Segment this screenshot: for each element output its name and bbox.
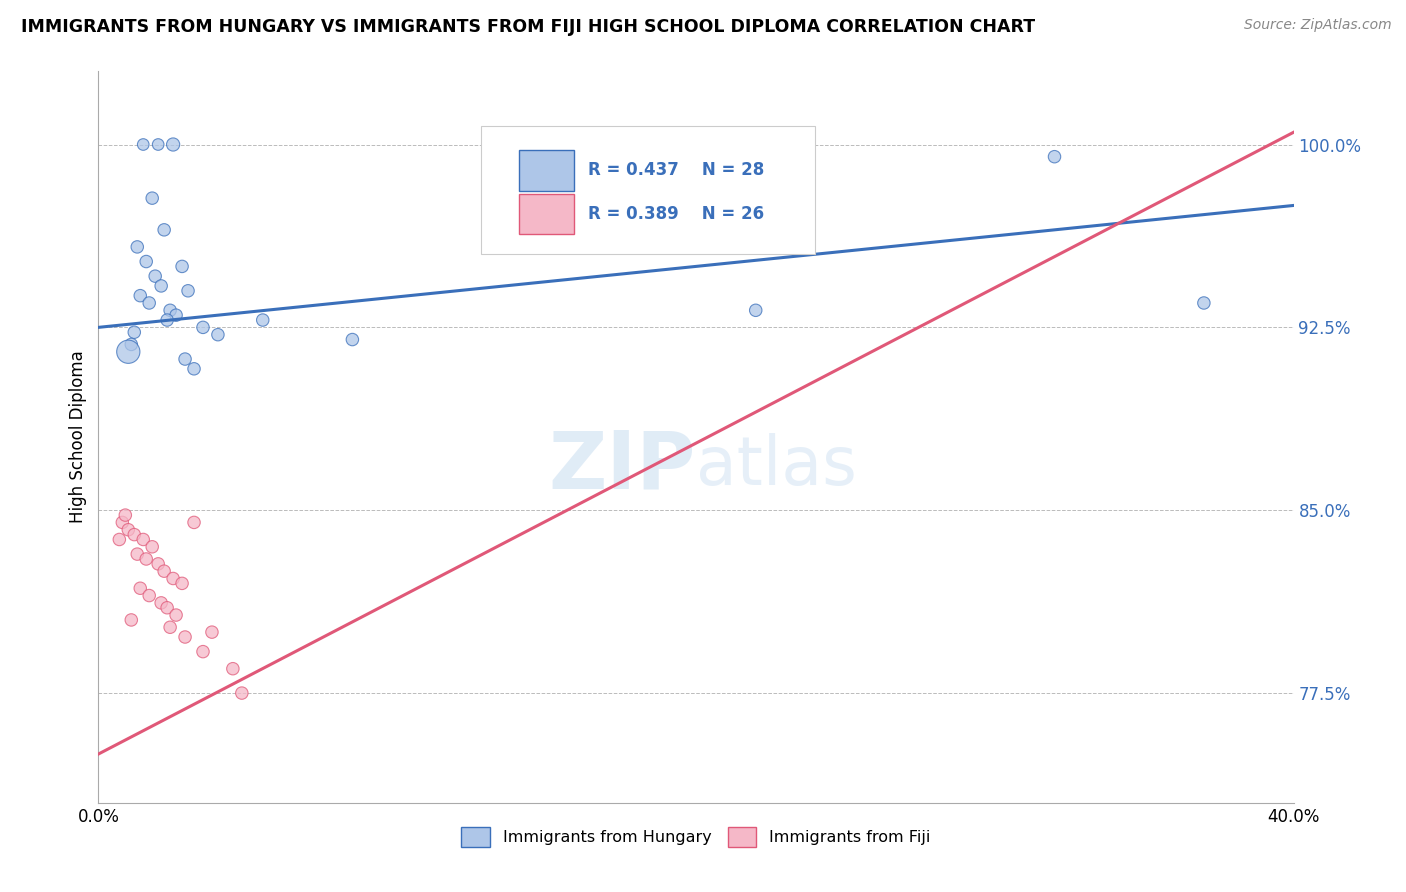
Point: [201, 625, 224, 640]
Point: [135, 254, 157, 268]
Point: [150, 279, 173, 293]
Point: [120, 613, 142, 627]
Point: [174, 352, 197, 367]
Point: [174, 630, 197, 644]
Point: [231, 686, 253, 700]
Point: [172, 260, 194, 274]
Point: [159, 303, 181, 318]
Point: [127, 547, 149, 561]
Point: [117, 344, 139, 359]
Text: IMMIGRANTS FROM HUNGARY VS IMMIGRANTS FROM FIJI HIGH SCHOOL DIPLOMA CORRELATION : IMMIGRANTS FROM HUNGARY VS IMMIGRANTS FR…: [21, 18, 1035, 36]
Point: [150, 596, 173, 610]
Text: ZIP: ZIP: [548, 427, 696, 506]
Legend: Immigrants from Hungary, Immigrants from Fiji: Immigrants from Hungary, Immigrants from…: [456, 821, 936, 854]
Point: [138, 589, 160, 603]
Point: [745, 303, 768, 318]
Point: [191, 645, 214, 659]
Point: [127, 240, 149, 254]
Point: [138, 296, 160, 310]
Point: [124, 325, 146, 339]
Point: [165, 308, 187, 322]
Point: [207, 327, 229, 342]
Point: [172, 576, 194, 591]
Point: [143, 269, 166, 284]
Point: [191, 320, 214, 334]
Point: [148, 137, 170, 152]
Text: Source: ZipAtlas.com: Source: ZipAtlas.com: [1244, 18, 1392, 32]
Point: [129, 581, 152, 595]
Point: [153, 564, 176, 578]
Point: [153, 223, 176, 237]
FancyBboxPatch shape: [519, 194, 574, 235]
Point: [132, 533, 155, 547]
Point: [135, 552, 157, 566]
Point: [183, 516, 205, 530]
Point: [141, 191, 163, 205]
Point: [124, 527, 146, 541]
Point: [183, 361, 205, 376]
Point: [162, 572, 184, 586]
Point: [117, 523, 139, 537]
Point: [114, 508, 136, 522]
Point: [148, 557, 170, 571]
Point: [129, 288, 152, 302]
Y-axis label: High School Diploma: High School Diploma: [69, 351, 87, 524]
Point: [177, 284, 200, 298]
Point: [159, 620, 181, 634]
Point: [156, 600, 179, 615]
Text: R = 0.437    N = 28: R = 0.437 N = 28: [589, 161, 765, 179]
Point: [1192, 296, 1215, 310]
Text: atlas: atlas: [696, 434, 856, 500]
Point: [108, 533, 131, 547]
Text: R = 0.389    N = 26: R = 0.389 N = 26: [589, 205, 765, 223]
FancyBboxPatch shape: [519, 150, 574, 191]
Point: [120, 337, 142, 351]
Point: [165, 608, 187, 623]
Point: [252, 313, 274, 327]
Point: [132, 137, 155, 152]
FancyBboxPatch shape: [481, 126, 815, 254]
Point: [111, 516, 134, 530]
Point: [222, 662, 245, 676]
Point: [156, 313, 179, 327]
Point: [162, 137, 184, 152]
Point: [342, 333, 364, 347]
Point: [141, 540, 163, 554]
Point: [1043, 150, 1066, 164]
